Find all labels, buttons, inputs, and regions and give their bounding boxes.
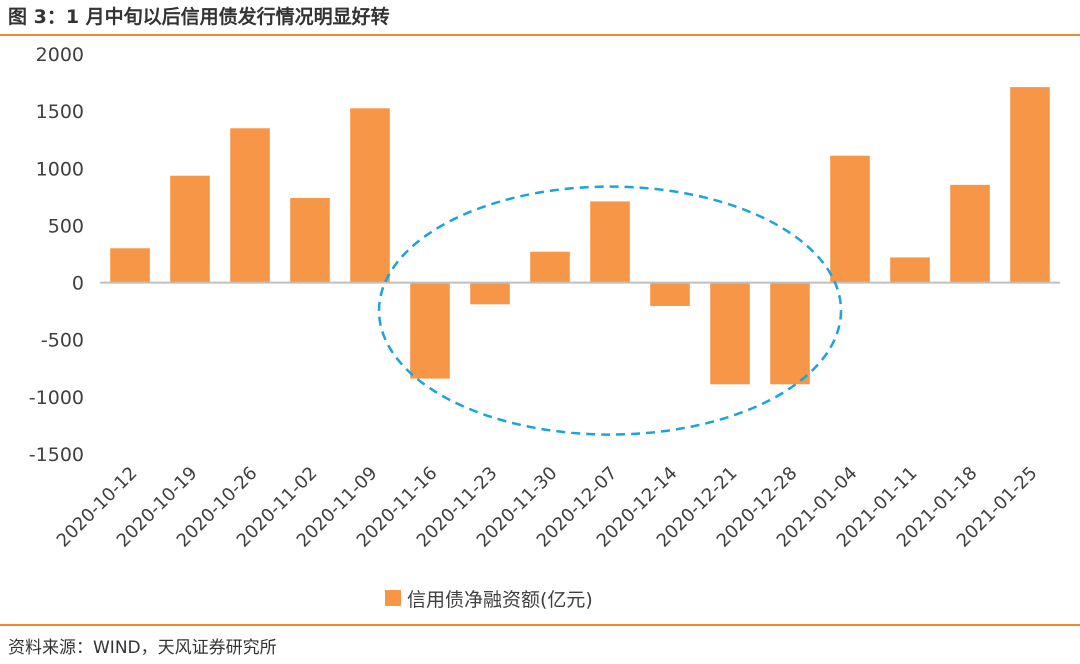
legend-swatch (385, 590, 401, 606)
bar (350, 108, 390, 283)
bar (230, 128, 270, 283)
bar (770, 282, 810, 385)
highlight-ellipse (377, 185, 843, 436)
bar (590, 201, 630, 283)
y-tick-label: 0 (72, 273, 84, 295)
legend-label: 信用债净融资额(亿元) (407, 589, 593, 611)
bar (110, 248, 150, 283)
bar (530, 251, 570, 283)
y-tick-label: 1000 (36, 158, 84, 180)
x-axis-tick-labels: 2020-10-122020-10-192020-10-262020-11-02… (53, 463, 1042, 552)
figure-title: 图 3：1 月中旬以后信用债发行情况明显好转 (8, 6, 390, 28)
legend: 信用债净融资额(亿元) (385, 589, 593, 611)
y-tick-label: 2000 (36, 44, 84, 66)
bar (290, 198, 330, 283)
bar (170, 175, 210, 283)
bar-series (110, 87, 1050, 385)
bar (1010, 87, 1050, 283)
bar (470, 282, 510, 305)
bar-chart: 2000 1500 1000 500 0 -500 -1000 -1500 2020-10-1… (29, 44, 1060, 611)
y-tick-label: -500 (41, 330, 84, 352)
y-axis-tick-labels: 2000 1500 1000 500 0 -500 -1000 -1500 (29, 44, 84, 466)
y-tick-label: 500 (48, 215, 84, 237)
bar (410, 282, 450, 379)
bar (830, 155, 870, 283)
bar (710, 282, 750, 385)
y-tick-label: 1500 (36, 101, 84, 123)
bar (650, 282, 690, 306)
bar (950, 184, 990, 283)
bar (890, 257, 930, 283)
title-rule (0, 34, 1080, 36)
footer-rule (0, 624, 1080, 626)
source-note: 资料来源：WIND，天风证券研究所 (8, 638, 277, 658)
y-tick-label: -1000 (29, 387, 84, 409)
y-tick-label: -1500 (29, 444, 84, 466)
